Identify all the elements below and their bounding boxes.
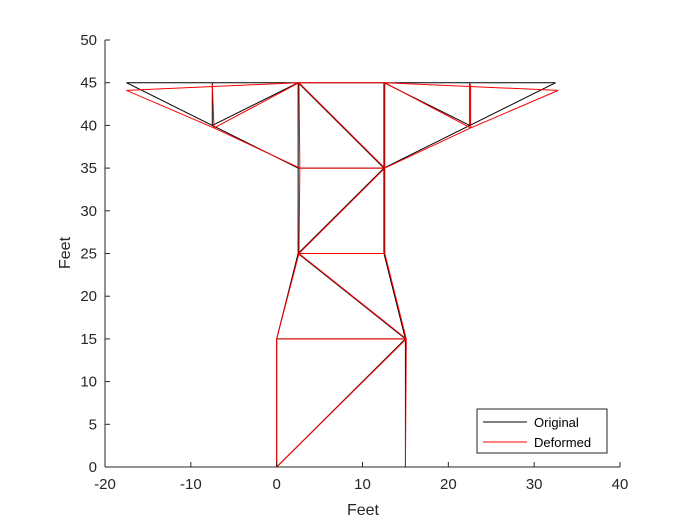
y-tick-label: 0 — [89, 459, 97, 476]
legend: Original Deformed — [476, 408, 608, 454]
original-member-7 — [297, 253, 406, 340]
deformed-member-19 — [126, 89, 215, 129]
original-member-22 — [212, 82, 299, 126]
deformed-member-3 — [276, 338, 407, 468]
deformed-member-5 — [276, 253, 300, 340]
y-tick-label: 20 — [80, 288, 97, 305]
plot-area — [126, 82, 559, 468]
deformed-member-13 — [298, 82, 301, 169]
y-tick-label: 45 — [80, 75, 97, 92]
deformed-member-7 — [298, 253, 407, 340]
x-axis-label: Feet — [347, 502, 380, 519]
y-axis-label: Feet — [57, 236, 74, 269]
deformed-member-22 — [213, 82, 300, 129]
legend-box — [476, 408, 608, 454]
deformed-member-6 — [384, 253, 407, 340]
deformed-member-15 — [298, 82, 386, 169]
deformed-member-2 — [404, 338, 407, 468]
x-tick-label: -20 — [94, 476, 116, 493]
legend-label-original: Original — [534, 415, 579, 430]
deformed-member-20 — [213, 127, 301, 169]
deformed-member-23 — [470, 89, 559, 129]
deformed-member-18 — [384, 82, 559, 91]
deformed-member-24 — [384, 127, 471, 169]
x-tick-label: 30 — [526, 476, 543, 493]
y-tick-label: 30 — [80, 203, 97, 220]
original-member-6 — [383, 253, 406, 340]
y-tick-label: 35 — [80, 160, 97, 177]
x-tick-label: 10 — [354, 476, 371, 493]
y-tick-label: 40 — [80, 117, 97, 134]
x-tick-label: 0 — [272, 476, 280, 493]
y-tick-label: 10 — [80, 374, 97, 391]
y-tick-label: 5 — [89, 416, 97, 433]
y-tick-label: 15 — [80, 331, 97, 348]
axes — [104, 39, 621, 468]
original-member-24 — [383, 124, 471, 169]
deformed-member-26 — [384, 82, 471, 129]
deformed-member-9 — [298, 168, 301, 254]
x-tick-label: 40 — [612, 476, 629, 493]
x-tick-label: 20 — [440, 476, 457, 493]
y-tick-label: 50 — [80, 32, 97, 49]
original-member-11 — [297, 167, 385, 254]
y-tick-label: 25 — [80, 246, 97, 263]
tick-labels: -20 -10 0 10 20 30 40 0 5 10 15 20 25 30 35 40 45 50 — [80, 32, 628, 493]
deformed-member-11 — [298, 167, 386, 254]
deformed-member-21 — [211, 84, 215, 128]
x-tick-label: -10 — [180, 476, 202, 493]
original-member-15 — [297, 82, 385, 169]
legend-label-deformed: Deformed — [534, 435, 591, 450]
